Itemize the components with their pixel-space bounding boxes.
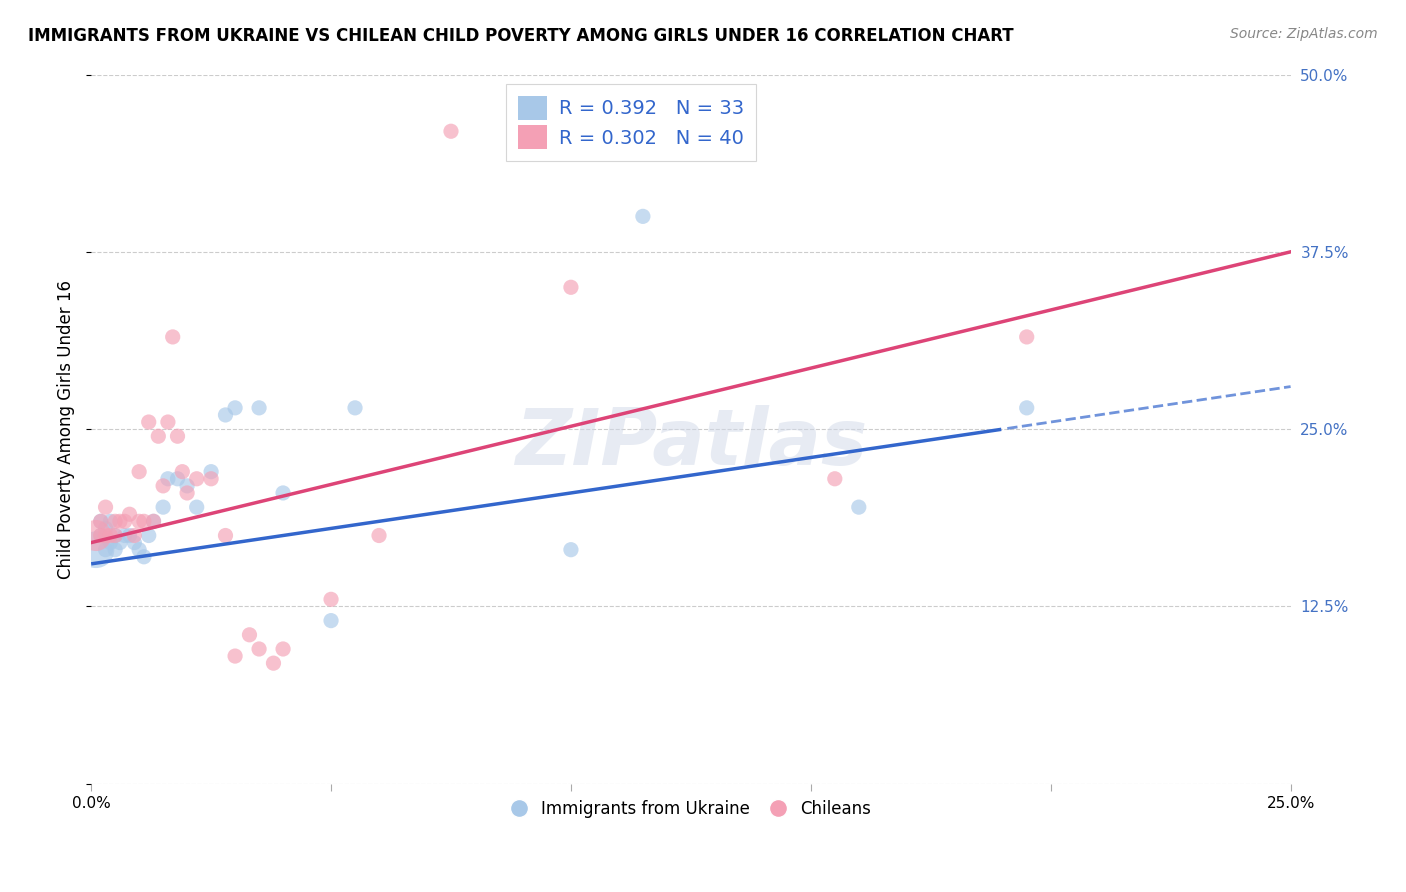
Point xyxy=(631,210,654,224)
Point xyxy=(200,472,222,486)
Legend: Immigrants from Ukraine, Chileans: Immigrants from Ukraine, Chileans xyxy=(505,794,877,825)
Text: Source: ZipAtlas.com: Source: ZipAtlas.com xyxy=(1230,27,1378,41)
Point xyxy=(224,649,246,664)
Point xyxy=(156,415,179,429)
Point xyxy=(108,514,131,528)
Point xyxy=(104,514,127,528)
Point xyxy=(271,642,294,657)
Y-axis label: Child Poverty Among Girls Under 16: Child Poverty Among Girls Under 16 xyxy=(58,279,75,579)
Point xyxy=(128,542,150,557)
Point xyxy=(186,500,208,515)
Point xyxy=(247,401,270,415)
Point xyxy=(166,429,188,443)
Point xyxy=(848,500,870,515)
Point xyxy=(90,528,112,542)
Point xyxy=(344,401,367,415)
Point xyxy=(368,528,391,542)
Point xyxy=(128,465,150,479)
Point xyxy=(98,528,121,542)
Point xyxy=(247,642,270,657)
Point xyxy=(94,521,117,535)
Point xyxy=(94,500,117,515)
Point xyxy=(214,408,236,422)
Point xyxy=(824,472,846,486)
Point xyxy=(186,472,208,486)
Point xyxy=(114,528,136,542)
Point xyxy=(90,514,112,528)
Point xyxy=(118,507,141,521)
Point xyxy=(176,479,198,493)
Text: ZIPatlas: ZIPatlas xyxy=(515,405,868,482)
Point xyxy=(138,528,160,542)
Point xyxy=(148,429,170,443)
Point xyxy=(114,514,136,528)
Point xyxy=(1015,330,1038,344)
Point xyxy=(128,514,150,528)
Point xyxy=(104,542,127,557)
Point xyxy=(142,514,165,528)
Point xyxy=(138,415,160,429)
Point xyxy=(560,542,582,557)
Point xyxy=(84,542,107,557)
Point xyxy=(84,528,107,542)
Point xyxy=(166,472,188,486)
Text: IMMIGRANTS FROM UKRAINE VS CHILEAN CHILD POVERTY AMONG GIRLS UNDER 16 CORRELATIO: IMMIGRANTS FROM UKRAINE VS CHILEAN CHILD… xyxy=(28,27,1014,45)
Point xyxy=(560,280,582,294)
Point xyxy=(271,486,294,500)
Point xyxy=(108,535,131,549)
Point xyxy=(94,528,117,542)
Point xyxy=(224,401,246,415)
Point xyxy=(1015,401,1038,415)
Point xyxy=(162,330,184,344)
Point xyxy=(319,614,342,628)
Point xyxy=(263,656,285,670)
Point xyxy=(152,500,174,515)
Point xyxy=(176,486,198,500)
Point xyxy=(142,514,165,528)
Point xyxy=(152,479,174,493)
Point xyxy=(172,465,194,479)
Point xyxy=(319,592,342,607)
Point xyxy=(104,528,127,542)
Point xyxy=(132,514,155,528)
Point xyxy=(94,542,117,557)
Point xyxy=(98,514,121,528)
Point xyxy=(132,549,155,564)
Point xyxy=(124,528,146,542)
Point xyxy=(200,465,222,479)
Point xyxy=(156,472,179,486)
Point xyxy=(104,528,127,542)
Point xyxy=(98,535,121,549)
Point xyxy=(214,528,236,542)
Point xyxy=(90,528,112,542)
Point xyxy=(238,628,260,642)
Point xyxy=(124,535,146,549)
Point xyxy=(90,514,112,528)
Point xyxy=(118,528,141,542)
Point xyxy=(440,124,463,138)
